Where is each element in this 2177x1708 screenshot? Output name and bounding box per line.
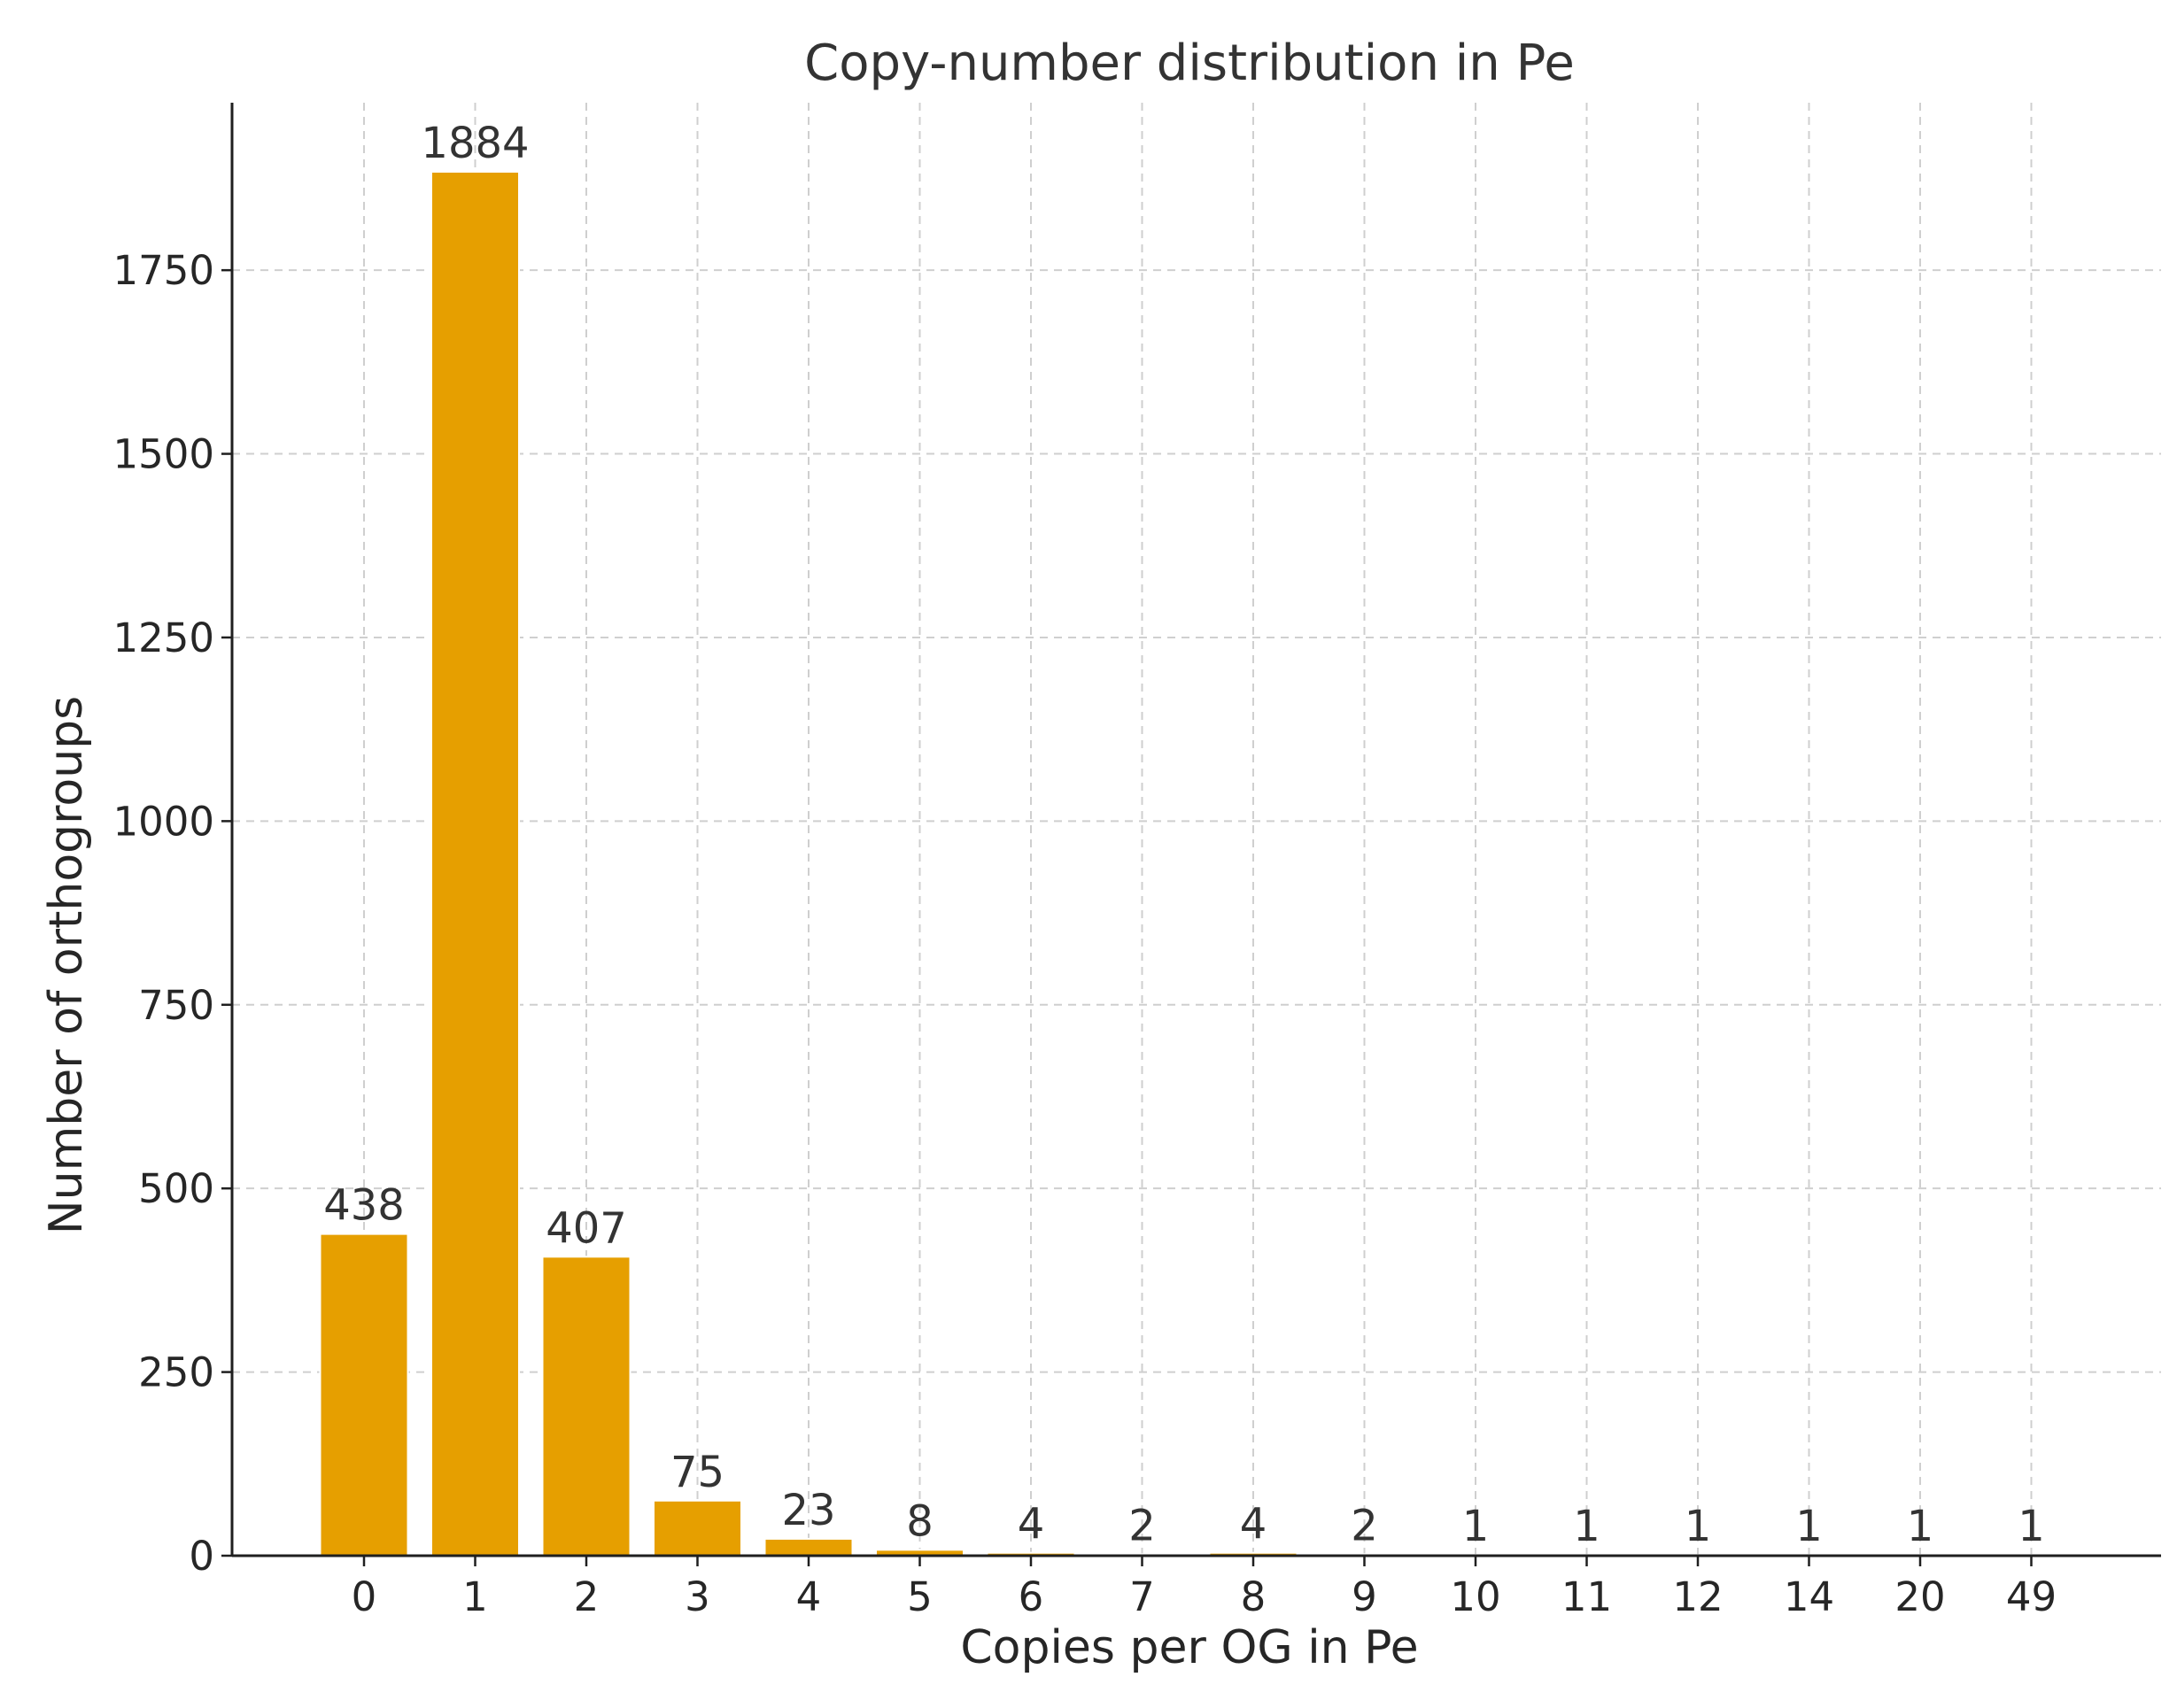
- y-tick-label-0: 0: [189, 1533, 214, 1580]
- data-label-0: 438: [323, 1181, 405, 1231]
- x-tick-label-0: 0: [352, 1573, 377, 1620]
- bar-3: [653, 1499, 742, 1557]
- x-tick-label-7: 7: [1129, 1573, 1155, 1620]
- x-tick-label-11: 11: [1561, 1573, 1612, 1620]
- x-tick-label-1: 1: [462, 1573, 488, 1620]
- data-label-9: 2: [1351, 1501, 1378, 1550]
- data-label-5: 8: [906, 1496, 934, 1546]
- chart-title: Copy-number distribution in Pe: [804, 35, 1575, 92]
- bars: [319, 170, 2076, 1557]
- data-label-4: 23: [781, 1486, 835, 1535]
- data-label-7: 2: [1128, 1501, 1156, 1550]
- y-tick-label-1500: 1500: [112, 431, 214, 478]
- data-label-6: 4: [1018, 1500, 1045, 1550]
- bar-0: [319, 1233, 409, 1557]
- data-label-14: 1: [1795, 1502, 1823, 1551]
- bar-4: [763, 1537, 854, 1557]
- y-tick-label-1000: 1000: [112, 798, 214, 845]
- gridlines: [232, 103, 2161, 1556]
- data-label-10: 1: [1462, 1502, 1490, 1551]
- data-label-12: 1: [1685, 1502, 1712, 1551]
- data-label-2: 407: [546, 1203, 627, 1253]
- y-tick-label-250: 250: [138, 1349, 214, 1396]
- x-tick-label-2: 2: [574, 1573, 600, 1620]
- bar-2: [541, 1256, 631, 1557]
- y-tick-label-750: 750: [138, 982, 214, 1029]
- y-axis-label: Number of orthogroups: [40, 696, 93, 1235]
- x-tick-label-20: 20: [1894, 1573, 1945, 1620]
- x-tick-label-4: 4: [796, 1573, 822, 1620]
- y-tick-label-1750: 1750: [112, 247, 214, 294]
- data-label-8: 4: [1240, 1500, 1267, 1550]
- x-tick-label-8: 8: [1241, 1573, 1267, 1620]
- y-tick-label-1250: 1250: [112, 614, 214, 661]
- x-tick-label-10: 10: [1450, 1573, 1500, 1620]
- x-tick-label-14: 14: [1784, 1573, 1834, 1620]
- x-tick-label-49: 49: [2006, 1573, 2057, 1620]
- bar-1: [430, 170, 520, 1557]
- x-tick-label-6: 6: [1019, 1573, 1044, 1620]
- data-label-1: 1884: [421, 119, 529, 168]
- data-label-11: 1: [1573, 1502, 1600, 1551]
- x-tick-label-5: 5: [907, 1573, 933, 1620]
- y-tick-label-500: 500: [138, 1165, 214, 1212]
- data-label-49: 1: [2018, 1502, 2045, 1551]
- data-label-3: 75: [670, 1448, 724, 1497]
- data-labels: 438 1884 407 75 23 8 4 2 4 2 1 1 1 1 1 1: [323, 119, 2045, 1551]
- x-tick-label-3: 3: [685, 1573, 710, 1620]
- x-axis-label: Copies per OG in Pe: [960, 1621, 1418, 1674]
- x-tick-label-12: 12: [1672, 1573, 1723, 1620]
- x-tick-label-9: 9: [1352, 1573, 1377, 1620]
- data-label-20: 1: [1907, 1502, 1934, 1551]
